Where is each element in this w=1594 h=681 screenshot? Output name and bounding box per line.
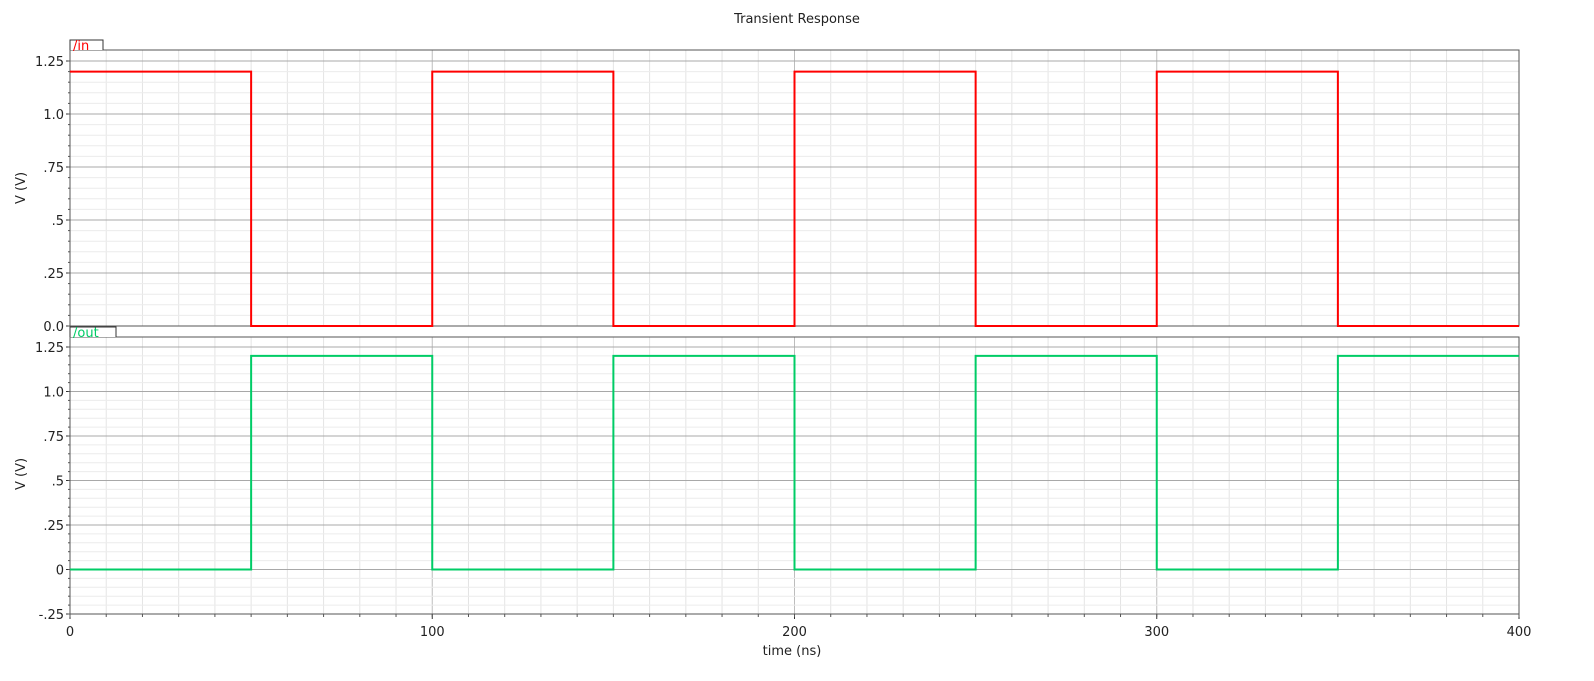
x-tick-label: 400 [1507,625,1532,640]
legend-tab [69,39,104,50]
y-tick-label: 0 [56,564,64,579]
y-axis-label-bottom: V (V) [14,458,29,490]
y-tick-label: 1.25 [35,341,64,356]
x-tick-label: 0 [66,625,74,640]
y-tick-label: .5 [52,475,64,490]
legend-entry: /in [73,39,89,54]
x-axis-label: time (ns) [763,644,822,659]
y-tick-label: .75 [43,430,64,445]
y-tick-label: 1.0 [43,386,64,401]
x-tick-label: 100 [420,625,445,640]
y-tick-label: .5 [52,214,64,229]
legend-entry: /out [73,326,99,341]
y-tick-label: 1.25 [35,55,64,70]
legend-tab [69,326,117,337]
x-tick-label: 300 [1144,625,1169,640]
series-line-out [70,354,1519,571]
chart-title: Transient Response [733,12,860,27]
y-tick-label: .25 [43,267,64,282]
y-tick-label: .25 [43,519,64,534]
y-tick-label: .75 [43,161,64,176]
x-tick-label: 200 [782,625,807,640]
y-axis-label-top: V (V) [14,172,29,204]
y-tick-label: 0.0 [43,320,64,335]
y-tick-label: 1.0 [43,108,64,123]
y-tick-label: -.25 [39,608,64,623]
series-line-in [70,70,1519,327]
